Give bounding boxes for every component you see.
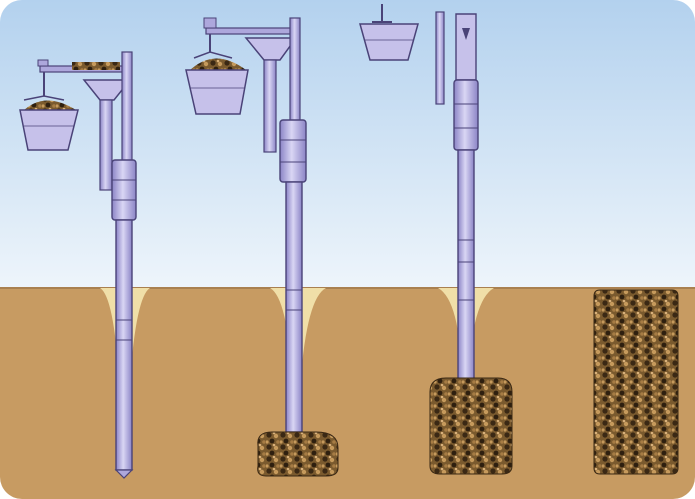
- stage-1-hopper: [82, 79, 132, 101]
- stage-2-probe: [285, 181, 303, 433]
- ground: [0, 288, 695, 499]
- stage-4-gravel-column: [593, 289, 679, 475]
- stage-3-gravel-column: [429, 377, 513, 475]
- stage-2-feed-pipe: [263, 59, 277, 153]
- stage-2-crane-arm: [205, 27, 299, 35]
- stage-1-probe-penetration: [19, 51, 150, 479]
- stage-3-mast: [435, 11, 445, 105]
- stage-2-gravel-bulb: [257, 431, 339, 477]
- stage-2-gravel-discharge: [185, 17, 339, 477]
- stage-2-vibrator-body: [279, 119, 307, 183]
- stage-4-completed-stone-column: [593, 289, 679, 475]
- stage-1-vibrator-body: [111, 159, 137, 221]
- stage-3-probe: [457, 149, 475, 383]
- stage-2-hopper: [244, 37, 298, 61]
- stage-3-vibrator-body: [453, 79, 479, 151]
- stage-1-gravel-bucket: [19, 95, 79, 151]
- stage-3-empty-bucket: [359, 4, 419, 61]
- stage-2-gravel-bucket: [185, 51, 249, 115]
- stage-3-column-build-up: [359, 4, 513, 475]
- stage-1-gravel-on-arm: [72, 62, 120, 70]
- stage-1-probe: [115, 219, 133, 471]
- stage-1-feed-pipe: [99, 99, 113, 191]
- stage-3-feed-head: [455, 13, 477, 81]
